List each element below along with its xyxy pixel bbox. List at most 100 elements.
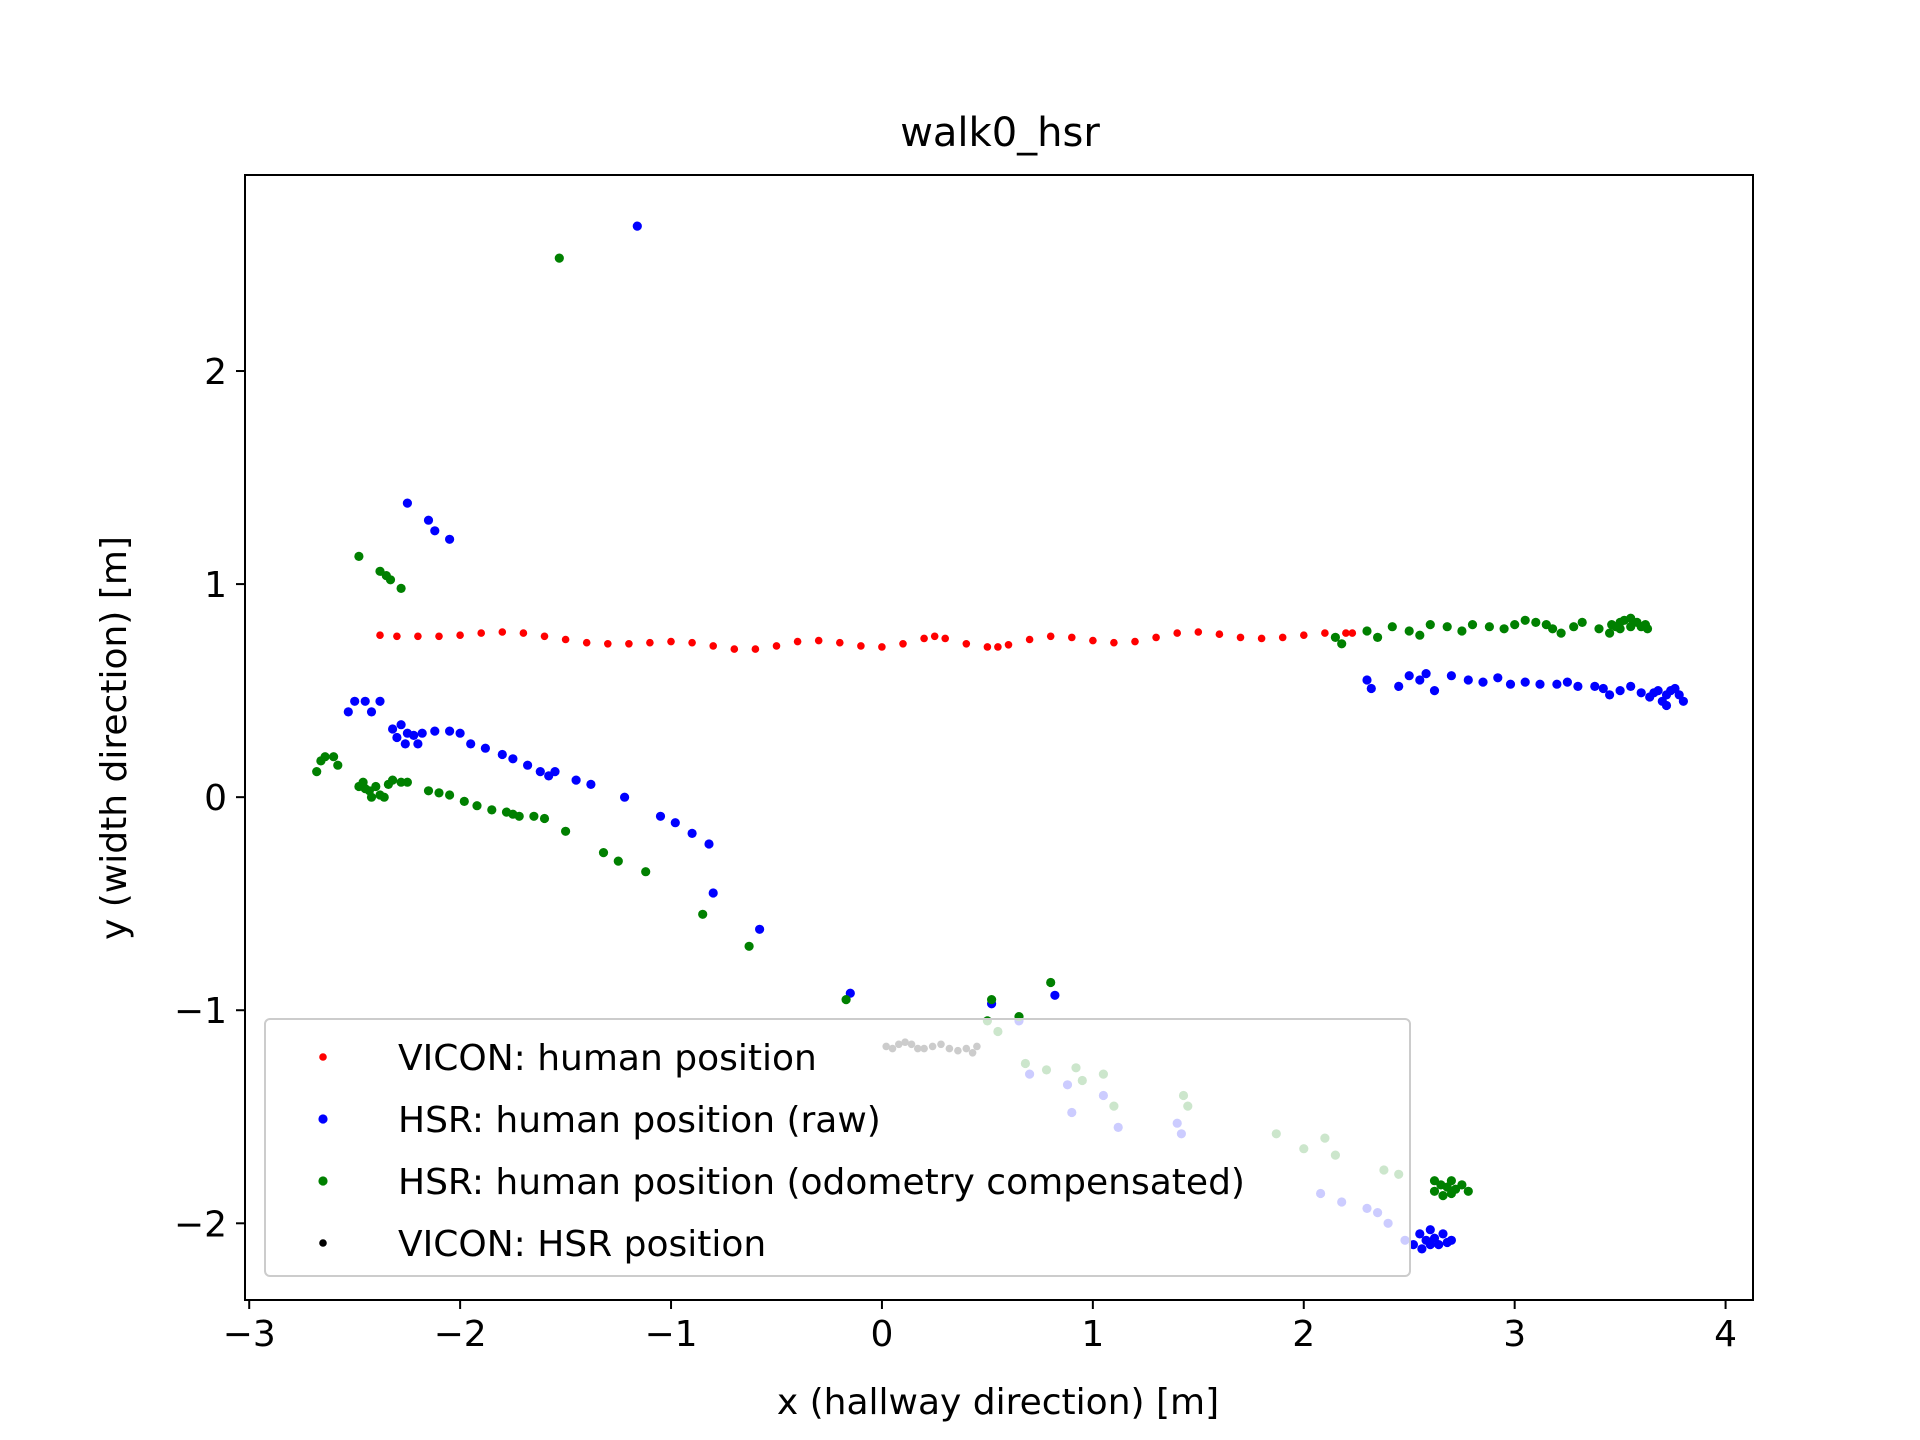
series-1-point-87 (1626, 681, 1636, 692)
series-0-point-32 (1004, 641, 1013, 649)
series-0-point-48 (1342, 629, 1350, 637)
series-0-point-8 (540, 632, 549, 641)
series-0-point-33 (1025, 635, 1034, 644)
series-1-point-69 (1404, 671, 1414, 681)
series-0-point-46 (1300, 631, 1308, 639)
series-0-point-26 (920, 634, 928, 643)
series-0-point-4 (456, 631, 464, 639)
series-2-point-26 (459, 796, 469, 807)
series-2-point-77 (1425, 620, 1435, 630)
series-2-point-60 (1429, 1186, 1440, 1196)
series-1-point-32 (655, 811, 666, 821)
series-2-point-28 (487, 805, 497, 815)
series-1-point-30 (586, 779, 596, 790)
series-2-point-23 (423, 786, 434, 796)
series-2-point-75 (1404, 626, 1414, 636)
series-0-point-3 (435, 632, 443, 641)
series-0-point-21 (814, 636, 823, 645)
x-tick-label-4: 1 (1081, 1314, 1104, 1355)
series-1-point-35 (704, 839, 714, 849)
series-1-point-10 (388, 724, 398, 734)
series-1-point-2 (423, 515, 434, 525)
series-1-point-82 (1573, 681, 1583, 692)
legend-box (264, 1018, 1411, 1277)
y-tick-label-2: 0 (204, 778, 227, 819)
series-2-point-27 (472, 801, 482, 811)
series-1-point-20 (455, 728, 465, 738)
series-0-point-28 (941, 634, 949, 643)
series-0-point-37 (1110, 638, 1118, 647)
series-1-point-15 (409, 730, 419, 741)
series-1-point-88 (1636, 688, 1646, 698)
series-2-point-89 (1569, 622, 1579, 632)
series-1-point-31 (620, 792, 630, 802)
series-2-point-69 (1446, 1188, 1456, 1199)
series-0-point-39 (1152, 633, 1160, 642)
series-2-point-40 (841, 995, 851, 1005)
series-2-point-79 (1457, 626, 1467, 636)
series-1-point-1 (402, 498, 412, 508)
series-1-point-79 (1535, 679, 1545, 689)
series-2-point-65 (1457, 1180, 1467, 1190)
series-2-point-36 (613, 856, 623, 866)
series-0-point-36 (1089, 636, 1097, 645)
series-2-point-43 (1046, 977, 1056, 988)
legend-label-2: HSR: human position (odometry compensate… (398, 1162, 1245, 1203)
series-1-point-67 (1366, 683, 1376, 694)
series-0-point-23 (857, 642, 865, 650)
series-2-point-32 (529, 811, 539, 821)
series-1-point-11 (396, 720, 406, 730)
series-0-point-27 (930, 632, 939, 641)
series-1-point-21 (466, 739, 476, 749)
series-1-point-81 (1562, 677, 1572, 687)
series-2-point-71 (1337, 639, 1347, 649)
series-1-point-23 (497, 749, 507, 760)
series-1-point-86 (1615, 686, 1625, 696)
series-2-point-78 (1442, 622, 1452, 632)
x-tick-label-6: 3 (1503, 1314, 1526, 1355)
series-2-point-76 (1415, 630, 1425, 640)
series-2-point-18 (379, 792, 389, 802)
legend-label-0: VICON: human position (398, 1038, 817, 1079)
x-tick-label-5: 2 (1292, 1314, 1315, 1355)
x-axis-label: x (hallway direction) [m] (777, 1382, 1219, 1423)
series-2-point-87 (1548, 624, 1558, 634)
series-0-point-9 (561, 635, 570, 644)
series-0-point-25 (899, 640, 907, 648)
series-2-point-16 (371, 781, 381, 792)
series-2-point-66 (1463, 1186, 1473, 1196)
series-1-point-18 (430, 726, 440, 736)
legend: VICON: human position HSR: human position… (264, 1018, 1411, 1277)
legend-marker-0 (319, 1053, 327, 1061)
series-1-point-73 (1446, 671, 1456, 681)
series-2-point-0 (554, 253, 564, 263)
series-1-point-29 (571, 775, 581, 785)
series-1-point-74 (1463, 675, 1473, 685)
series-1-point-14 (400, 739, 410, 749)
series-1-point-6 (350, 696, 360, 706)
series-2-point-31 (514, 811, 524, 821)
series-0-point-47 (1321, 629, 1329, 637)
series-0-point-38 (1131, 637, 1139, 646)
series-1-point-98 (1649, 688, 1659, 698)
x-tick-label-1: −2 (434, 1314, 487, 1355)
series-0-point-40 (1173, 629, 1181, 637)
series-2-point-100 (1626, 622, 1636, 632)
series-0-point-19 (772, 642, 781, 650)
series-1-point-84 (1598, 683, 1608, 694)
series-0-point-31 (994, 643, 1002, 651)
series-1-point-37 (755, 924, 765, 934)
series-1-point-33 (670, 818, 680, 828)
series-2-point-41 (987, 995, 997, 1005)
series-1-point-66 (1362, 675, 1372, 685)
series-1-point-3 (430, 526, 440, 536)
series-2-point-6 (312, 767, 322, 777)
axis-ticks: −3 −2 −1 0 1 2 3 4 −2 −1 0 1 2 (174, 352, 1737, 1355)
series-0-point-7 (519, 629, 528, 637)
series-1-point-75 (1478, 677, 1488, 687)
series-0-point-14 (667, 637, 675, 646)
series-0-point-43 (1236, 633, 1245, 642)
series-0-point-42 (1215, 630, 1224, 638)
series-2-point-82 (1499, 624, 1509, 634)
series-1-point-70 (1415, 675, 1425, 685)
